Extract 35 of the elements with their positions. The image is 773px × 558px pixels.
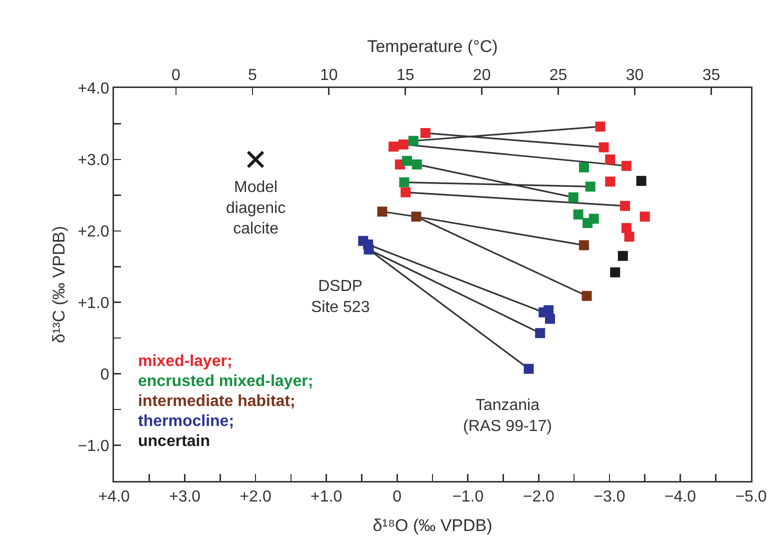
y-tick-label: +2.0 [78,224,110,241]
x-tick-label: −3.0 [594,488,626,506]
x-tick-label: −2.0 [522,488,555,506]
x-axis-title: δ¹⁸O (‰ VPDB) [372,516,492,535]
x2-tick-label: 20 [472,67,491,84]
y-tick-label: +3.0 [78,152,110,170]
x2-tick-label: 0 [171,67,180,84]
x-tick-label: +3.0 [168,488,201,506]
x2-tick-label: 10 [320,67,338,84]
x-tick-label: −5.0 [735,488,767,506]
y-tick-label: −1.0 [78,438,110,455]
x2-tick-label: 25 [549,67,568,84]
x2-tick-label: 15 [396,67,414,84]
x-tick-label: 0 [392,488,402,506]
x2-tick-label: 5 [248,67,257,84]
text: mixed-layer; [138,353,232,370]
annotation: DSDP Site 523 [311,278,370,316]
x2-axis-title: Temperature (°C) [367,36,498,56]
x2-tick-label: 30 [626,67,644,84]
x-tick-label: +2.0 [240,488,272,506]
annotation: Model diagenic calcite [226,179,286,238]
annotation: Tanzania (RAS 99-17) [463,397,552,435]
y-tick-label: 0 [100,366,110,384]
x-tick-label: +1.0 [310,488,342,506]
x-tick-label: −1.0 [452,488,484,506]
text: intermediate habitat; [138,393,296,410]
y-axis-title: δ¹³C (‰ VPDB) [50,226,69,344]
text: uncertain [138,433,210,450]
x2-tick-label: 35 [702,67,720,84]
x-tick-label: +4.0 [98,488,130,506]
text: encrusted mixed-layer; [138,373,314,390]
y-tick-label: +1.0 [78,294,110,312]
y-tick-label: +4.0 [78,80,110,98]
text: thermocline; [138,413,234,430]
x-tick-label: −4.0 [664,488,696,506]
